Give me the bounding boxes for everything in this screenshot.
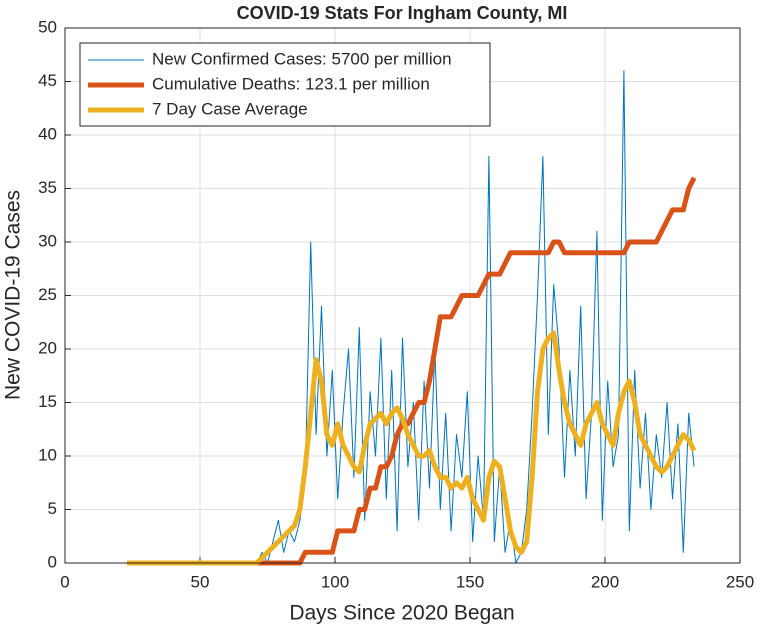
y-tick-label: 45 <box>38 71 57 90</box>
y-tick-label: 50 <box>38 17 57 36</box>
y-tick-label: 10 <box>38 445 57 464</box>
y-tick-label: 0 <box>48 552 57 571</box>
y-axis-label: New COVID-19 Cases <box>2 190 25 400</box>
x-tick-label: 200 <box>591 572 619 591</box>
chart-title: COVID-19 Stats For Ingham County, MI <box>237 3 568 23</box>
x-axis-label: Days Since 2020 Began <box>289 602 514 625</box>
x-tick-label: 250 <box>726 572 754 591</box>
y-tick-label: 40 <box>38 124 57 143</box>
y-tick-label: 20 <box>38 338 57 357</box>
y-tick-label: 15 <box>38 392 57 411</box>
x-tick-label: 150 <box>456 572 484 591</box>
legend-label: 7 Day Case Average <box>152 99 308 118</box>
legend-box <box>79 42 491 127</box>
legend-label: New Confirmed Cases: 5700 per million <box>152 49 452 68</box>
y-tick-label: 30 <box>38 231 57 250</box>
x-tick-label: 100 <box>321 572 349 591</box>
axes-box <box>64 27 741 564</box>
legend-label: Cumulative Deaths: 123.1 per million <box>152 74 430 93</box>
y-tick-label: 35 <box>38 178 57 197</box>
x-tick-label: 0 <box>60 572 69 591</box>
y-tick-label: 5 <box>48 499 57 518</box>
x-tick-label: 50 <box>191 572 210 591</box>
y-tick-label: 25 <box>38 285 57 304</box>
